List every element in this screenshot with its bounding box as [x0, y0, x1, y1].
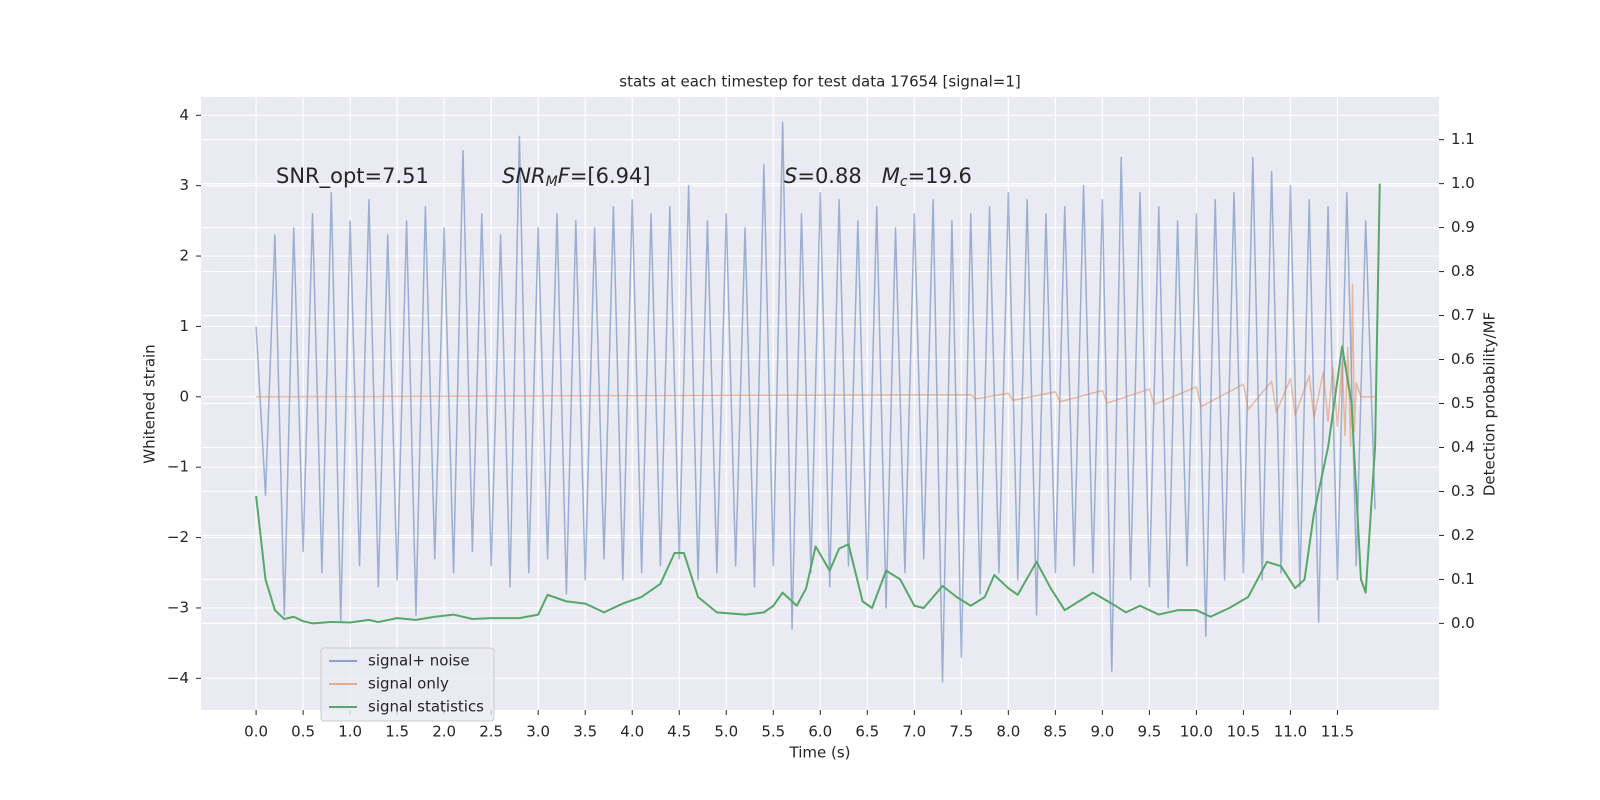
y2-tick-label: 0.9	[1451, 218, 1475, 236]
legend-label: signal+ noise	[368, 652, 470, 670]
series-line	[255, 121, 1376, 683]
x-axis-label: Time (s)	[789, 744, 851, 762]
annotation: SNR_opt=7.51	[276, 164, 429, 189]
annotation: SNRMF=[6.94]	[502, 164, 651, 190]
x-tick-label: 3.5	[573, 723, 597, 741]
y-tick-label: 0	[179, 387, 189, 405]
y2-tick-label: 1.1	[1451, 130, 1475, 148]
x-tick-label: 8.0	[996, 723, 1020, 741]
y2-tick-label: 0.3	[1451, 482, 1475, 500]
marks	[255, 121, 1381, 683]
y2-tick-label: 0.7	[1451, 306, 1475, 324]
x-tick-label: 6.5	[855, 723, 879, 741]
y2-tick-label: 0.4	[1451, 438, 1475, 456]
x-tick-label: 1.0	[338, 723, 362, 741]
legend: signal+ noise signal only signal statistic…	[320, 647, 495, 722]
y-tick-label: −4	[167, 669, 189, 687]
y2-tick-label: 0.8	[1451, 262, 1475, 280]
annotation-part: =19.6	[908, 164, 972, 188]
y-axis-label: Whitened strain	[141, 344, 159, 463]
y-tick-label: −2	[167, 528, 189, 546]
annotation-part: =0.88	[797, 164, 881, 188]
annotation-part: =[6.94]	[570, 164, 651, 188]
y2-tick-label: 1.0	[1451, 174, 1475, 192]
x-tick-label: 5.5	[761, 723, 785, 741]
annotation-part: c	[900, 174, 908, 190]
x-tick-label: 1.5	[385, 723, 409, 741]
x-tick-label: 11.5	[1321, 723, 1354, 741]
legend-label: signal statistics	[368, 698, 484, 716]
y-tick-label: 3	[179, 176, 189, 194]
chart-title: stats at each timestep for test data 176…	[619, 73, 1020, 91]
legend-label: signal only	[368, 675, 449, 693]
y-tick-label: 2	[179, 247, 189, 265]
series-line	[256, 283, 1376, 447]
x-tick-label: 7.5	[949, 723, 973, 741]
x-tick-label: 5.0	[714, 723, 738, 741]
annotation-part: S	[784, 164, 797, 188]
x-tick-label: 9.5	[1137, 723, 1161, 741]
series-line	[255, 183, 1381, 625]
y-tick-label: −1	[167, 458, 189, 476]
x-tick-label: 4.0	[620, 723, 644, 741]
y2-tick-label: 0.2	[1451, 526, 1475, 544]
x-tick-label: 11.0	[1274, 723, 1307, 741]
x-tick-label: 4.5	[667, 723, 691, 741]
annotation: S=0.88 Mc=19.6	[784, 164, 972, 190]
legend-box	[320, 647, 495, 722]
y2-tick-label: 0.5	[1451, 394, 1475, 412]
x-tick-label: 7.0	[902, 723, 926, 741]
y-tick-label: 1	[179, 317, 189, 335]
y-tick-label: −3	[167, 598, 189, 616]
x-tick-label: 3.0	[526, 723, 550, 741]
x-tick-label: 10.5	[1227, 723, 1260, 741]
annotation-part: SNR	[502, 164, 546, 188]
y2-tick-label: 0.1	[1451, 570, 1475, 588]
y2-tick-label: 0.0	[1451, 614, 1475, 632]
y2-tick-label: 0.6	[1451, 350, 1475, 368]
annotation-part: M	[546, 174, 558, 190]
y2-axis-label: Detection probability/MF	[1481, 312, 1499, 496]
x-tick-label: 9.0	[1090, 723, 1114, 741]
x-tick-label: 6.0	[808, 723, 832, 741]
x-tick-label: 2.0	[432, 723, 456, 741]
y-tick-label: 4	[179, 106, 189, 124]
x-tick-label: 2.5	[479, 723, 503, 741]
x-tick-label: 10.0	[1180, 723, 1213, 741]
annotation-part: SNR_opt=7.51	[276, 164, 429, 189]
x-tick-label: 0.5	[291, 723, 315, 741]
labels: 0.0 0.5 1.0 1.5 2.0 2.5 3.0 3.5 4.0 4.5 5.0 5.5 6.0 6…	[167, 106, 1475, 741]
annotation-part: F	[558, 164, 571, 188]
x-tick-label: 8.5	[1043, 723, 1067, 741]
annotation-part: M	[882, 164, 900, 188]
x-tick-label: 0.0	[244, 723, 268, 741]
